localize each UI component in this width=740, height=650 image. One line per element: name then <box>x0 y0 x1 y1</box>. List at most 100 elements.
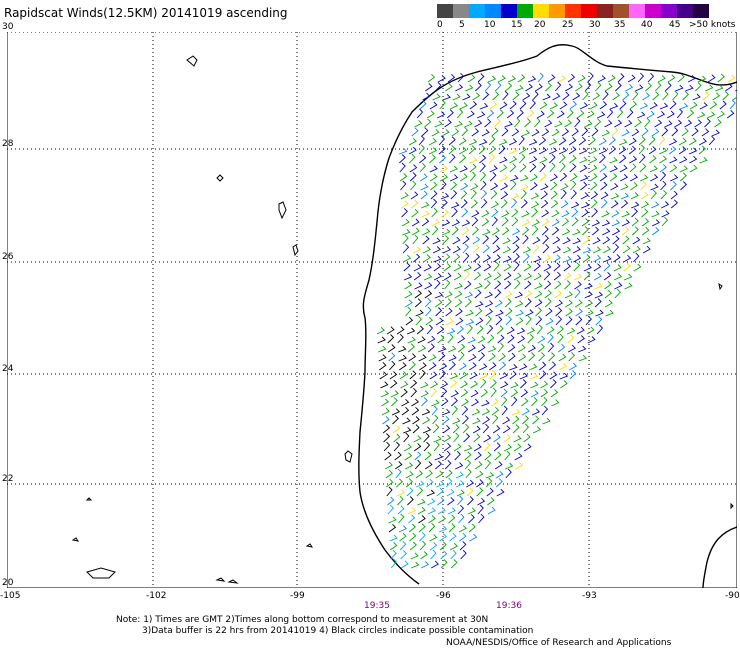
wind-barb <box>509 163 517 173</box>
legend-swatch <box>453 4 469 18</box>
wind-barb <box>421 210 430 218</box>
wind-barb <box>488 145 497 155</box>
wind-barb <box>540 380 549 389</box>
wind-barb <box>639 102 649 110</box>
wind-barb <box>453 432 460 443</box>
wind-barb <box>668 138 678 146</box>
wind-barb <box>429 534 438 542</box>
wind-barb <box>539 370 547 380</box>
wind-barb <box>560 183 569 191</box>
wind-barb <box>524 118 532 128</box>
wind-barb <box>697 75 707 83</box>
wind-barb <box>476 479 484 488</box>
wind-barb <box>480 180 487 191</box>
legend-label: 10 <box>484 20 496 30</box>
island-1 <box>186 55 198 67</box>
wind-barb <box>654 81 662 92</box>
wind-barb <box>604 119 613 128</box>
wind-barb <box>491 406 500 416</box>
wind-barb <box>589 173 598 182</box>
wind-barb <box>425 306 432 317</box>
wind-barb <box>556 325 564 335</box>
wind-barb <box>483 442 491 452</box>
wind-barb <box>450 174 459 182</box>
wind-barb <box>455 84 464 92</box>
wind-barb <box>447 74 456 83</box>
island-4 <box>292 244 299 257</box>
wind-barb <box>498 138 508 146</box>
island-13 <box>730 502 734 510</box>
wind-barb <box>617 73 625 83</box>
wind-barb <box>512 415 520 425</box>
wind-barb <box>702 91 710 101</box>
wind-barb <box>394 451 402 461</box>
wind-barb <box>419 540 427 551</box>
wind-barb <box>572 92 581 101</box>
wind-barb <box>661 210 670 218</box>
wind-barb <box>439 165 448 173</box>
wind-barb <box>629 163 637 173</box>
wind-barb <box>447 333 454 344</box>
wind-barb <box>473 253 481 263</box>
wind-barb <box>390 558 398 569</box>
wind-barb <box>488 135 496 146</box>
wind-barb <box>473 433 481 443</box>
wind-barb <box>549 361 557 371</box>
wind-barb <box>512 244 520 254</box>
wind-barb <box>535 307 543 317</box>
wind-barb <box>631 217 639 227</box>
wind-barb <box>514 279 521 290</box>
wind-barb <box>436 487 444 497</box>
wind-barb <box>704 118 711 128</box>
wind-barb <box>639 163 647 173</box>
wind-barb <box>729 99 736 110</box>
wind-barb <box>510 381 519 389</box>
wind-barb <box>419 531 426 542</box>
wind-barb <box>541 128 550 137</box>
wind-barb <box>500 199 508 209</box>
wind-barb <box>499 164 508 173</box>
wind-barb <box>638 144 646 155</box>
wind-barb <box>678 137 687 146</box>
wind-barb <box>594 118 602 128</box>
wind-barb <box>517 335 526 344</box>
wind-barb <box>413 443 422 452</box>
wind-barb <box>484 291 493 299</box>
legend-swatch <box>437 4 453 18</box>
wind-barb <box>500 388 508 398</box>
wind-barb <box>611 127 619 137</box>
wind-barb <box>462 243 469 254</box>
wind-barb <box>416 108 424 119</box>
wind-barb <box>648 136 656 146</box>
wind-barb <box>613 273 623 281</box>
wind-barb <box>620 183 629 191</box>
wind-barb <box>613 264 622 272</box>
wind-barb <box>459 362 467 371</box>
wind-barb <box>403 254 412 263</box>
wind-barb <box>413 264 422 272</box>
wind-barb <box>484 81 492 92</box>
wind-barb <box>509 155 518 164</box>
wind-barb <box>436 325 445 335</box>
wind-barb <box>505 468 512 479</box>
wind-barb <box>434 291 444 299</box>
wind-barb <box>394 461 403 470</box>
wind-barb <box>387 496 395 506</box>
wind-barb <box>531 408 541 416</box>
wind-barb <box>537 335 546 344</box>
wind-barb <box>500 182 509 191</box>
wind-barb <box>570 180 577 191</box>
wind-barb <box>440 559 448 569</box>
wind-barb <box>513 261 520 272</box>
wind-barb <box>542 417 551 425</box>
wind-barb <box>424 297 432 308</box>
wind-barb <box>448 345 457 353</box>
wind-barb <box>538 136 547 146</box>
wind-barb <box>459 173 468 182</box>
legend-label: 15 <box>511 20 523 30</box>
wind-barb <box>400 200 409 209</box>
longitude-label: -93 <box>582 591 597 601</box>
wind-barb <box>475 317 484 326</box>
wind-barb <box>482 228 491 236</box>
wind-barb <box>548 147 558 155</box>
